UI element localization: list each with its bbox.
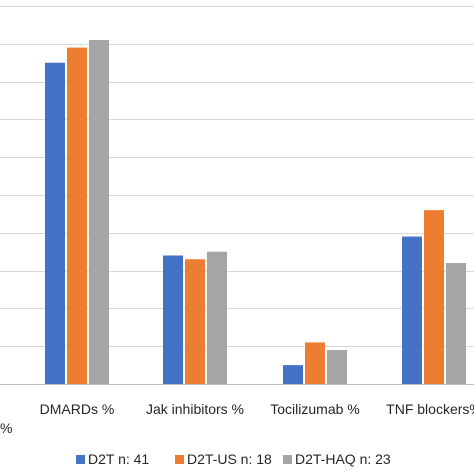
- bar-2-series-2: [185, 259, 205, 384]
- legend-label-3: D2T-HAQ n: 23: [295, 451, 391, 467]
- legend-item-1: D2T n: 41: [76, 451, 149, 467]
- legend-swatch-3: [283, 455, 292, 464]
- bar-3-series-2: [305, 342, 325, 384]
- x-tick-label-1: DMARDs %: [40, 401, 115, 417]
- bar-4-series-2: [424, 210, 444, 384]
- x-tick-label-4: TNF blockers%: [386, 401, 474, 417]
- x-tick-label-2: Jak inhibitors %: [146, 401, 244, 417]
- bar-2-series-1: [163, 255, 183, 384]
- bar-4-series-3: [446, 263, 466, 384]
- bar-1-series-1: [45, 62, 65, 384]
- legend-label-1: D2T n: 41: [88, 451, 149, 467]
- bar-3-series-3: [327, 349, 347, 384]
- legend-swatch-1: [76, 455, 85, 464]
- y-tick-labels: %: [0, 420, 12, 436]
- legend: D2T n: 41 D2T-US n: 18 D2T-HAQ n: 23: [76, 451, 391, 467]
- bar-1-series-2: [67, 47, 87, 384]
- bar-1-series-3: [89, 40, 109, 385]
- legend-label-2: D2T-US n: 18: [187, 451, 272, 467]
- x-tick-label-3: Tocilizumab %: [270, 401, 359, 417]
- legend-item-2: D2T-US n: 18: [175, 451, 272, 467]
- bar-2-series-3: [207, 251, 227, 384]
- bars: [45, 40, 466, 385]
- y-tick-label-fragment: %: [0, 420, 12, 436]
- legend-item-3: D2T-HAQ n: 23: [283, 451, 391, 467]
- bar-3-series-1: [283, 365, 303, 384]
- legend-swatch-2: [175, 455, 184, 464]
- x-tick-labels: DMARDs % Jak inhibitors % Tocilizumab % TNF…: [40, 401, 474, 417]
- bar-4-series-1: [402, 236, 422, 384]
